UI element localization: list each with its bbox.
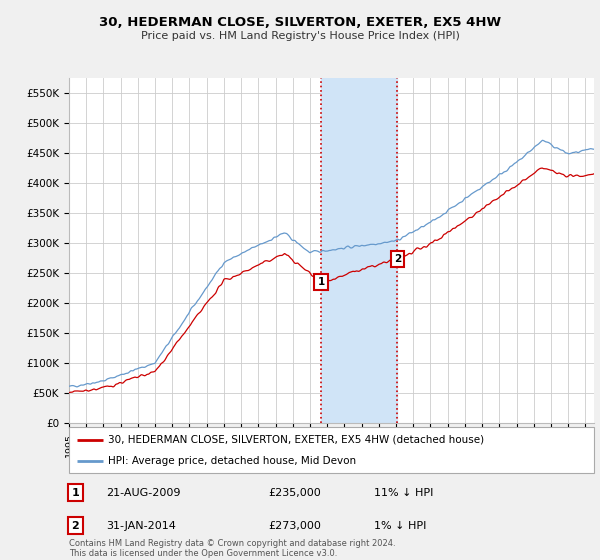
Text: HPI: Average price, detached house, Mid Devon: HPI: Average price, detached house, Mid …: [109, 456, 356, 466]
FancyBboxPatch shape: [69, 427, 594, 473]
Text: 11% ↓ HPI: 11% ↓ HPI: [373, 488, 433, 497]
Text: £235,000: £235,000: [269, 488, 321, 497]
Text: 30, HEDERMAN CLOSE, SILVERTON, EXETER, EX5 4HW (detached house): 30, HEDERMAN CLOSE, SILVERTON, EXETER, E…: [109, 435, 485, 445]
Text: 2: 2: [71, 521, 79, 531]
Text: 31-JAN-2014: 31-JAN-2014: [106, 521, 176, 531]
Bar: [321, 78, 397, 423]
Text: 30, HEDERMAN CLOSE, SILVERTON, EXETER, EX5 4HW: 30, HEDERMAN CLOSE, SILVERTON, EXETER, E…: [99, 16, 501, 29]
Text: 1: 1: [71, 488, 79, 497]
Text: 2: 2: [394, 254, 401, 264]
Text: Price paid vs. HM Land Registry's House Price Index (HPI): Price paid vs. HM Land Registry's House …: [140, 31, 460, 41]
Text: 1% ↓ HPI: 1% ↓ HPI: [373, 521, 426, 531]
Text: 1: 1: [317, 277, 325, 287]
Text: £273,000: £273,000: [269, 521, 322, 531]
Text: Contains HM Land Registry data © Crown copyright and database right 2024.
This d: Contains HM Land Registry data © Crown c…: [69, 539, 395, 558]
Text: 21-AUG-2009: 21-AUG-2009: [106, 488, 180, 497]
